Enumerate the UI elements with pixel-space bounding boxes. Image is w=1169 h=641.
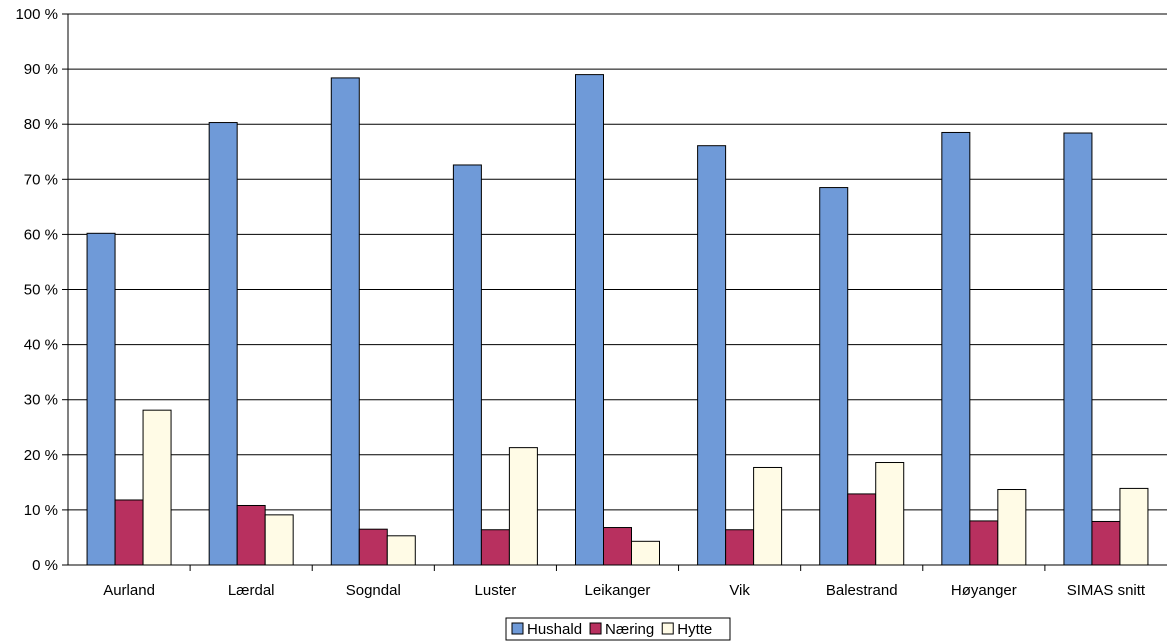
y-tick-label: 60 % — [24, 226, 58, 243]
x-category-label: Vik — [729, 582, 750, 599]
bar-hushald-3 — [452, 164, 482, 566]
bar-n-ring-8 — [1091, 520, 1121, 566]
gridlines — [68, 13, 1167, 511]
bar-hytte-0 — [142, 409, 172, 566]
x-category-label: SIMAS snitt — [1067, 582, 1146, 599]
y-tick-label: 70 % — [24, 171, 58, 188]
legend-swatch — [661, 622, 674, 635]
bar-hytte-1 — [264, 514, 294, 566]
bar-hushald-2 — [330, 77, 360, 566]
y-tick-label: 30 % — [24, 392, 58, 409]
legend-label: Hushald — [527, 621, 582, 638]
bar-n-ring-7 — [969, 520, 999, 566]
x-category-label: Leikanger — [585, 582, 651, 599]
bar-hushald-0 — [86, 232, 116, 566]
x-category-label: Luster — [475, 582, 517, 599]
bar-hushald-4 — [575, 74, 604, 566]
y-tick-label: 40 % — [24, 337, 58, 354]
bar-n-ring-0 — [114, 499, 144, 566]
legend-swatch — [589, 622, 602, 635]
y-tick-label: 80 % — [24, 116, 58, 133]
bar-hushald-6 — [819, 187, 849, 566]
x-category-label: Lærdal — [228, 582, 275, 599]
bar-hushald-7 — [941, 131, 971, 566]
legend-swatch — [511, 622, 524, 635]
bar-n-ring-3 — [480, 529, 510, 566]
legend-box — [505, 617, 731, 641]
bars — [86, 74, 1149, 566]
y-tick-label: 50 % — [24, 282, 58, 299]
bar-hytte-4 — [631, 540, 660, 566]
y-tick-label: 20 % — [24, 447, 58, 464]
x-category-label: Aurland — [103, 582, 155, 599]
bar-hytte-6 — [875, 462, 905, 566]
bar-hytte-8 — [1119, 487, 1149, 566]
bar-hushald-5 — [697, 145, 727, 566]
legend-label: Hytte — [677, 621, 712, 638]
x-category-label: Høyanger — [951, 582, 1017, 599]
x-category-label: Sogndal — [346, 582, 401, 599]
y-tick-label: 10 % — [24, 502, 58, 519]
y-tick-label: 100 % — [15, 6, 58, 23]
x-category-labels: Aurland Lærdal Sogndal Luster Leikanger Vik Ba… — [103, 582, 1146, 599]
legend-label: Næring — [605, 621, 654, 638]
bar-n-ring-2 — [358, 528, 388, 566]
bar-hytte-3 — [508, 447, 538, 566]
bar-hytte-7 — [997, 489, 1027, 566]
y-tick-label: 90 % — [24, 61, 58, 78]
bar-n-ring-4 — [603, 527, 632, 566]
y-tick-label: 0 % — [32, 557, 58, 574]
bar-n-ring-5 — [725, 529, 755, 566]
bar-hytte-2 — [386, 535, 416, 566]
bar-n-ring-6 — [847, 493, 877, 566]
legend: Hushald Næring Hytte — [505, 617, 731, 641]
bar-n-ring-1 — [236, 504, 266, 566]
y-tick-labels: 0 % 10 % 20 % 30 % 40 % 50 % 60 % 70 % 80 % 90 % 1… — [15, 6, 68, 574]
bar-hytte-5 — [753, 466, 783, 566]
x-category-label: Balestrand — [826, 582, 898, 599]
bar-hushald-8 — [1063, 132, 1093, 566]
bar-hushald-1 — [208, 122, 238, 566]
